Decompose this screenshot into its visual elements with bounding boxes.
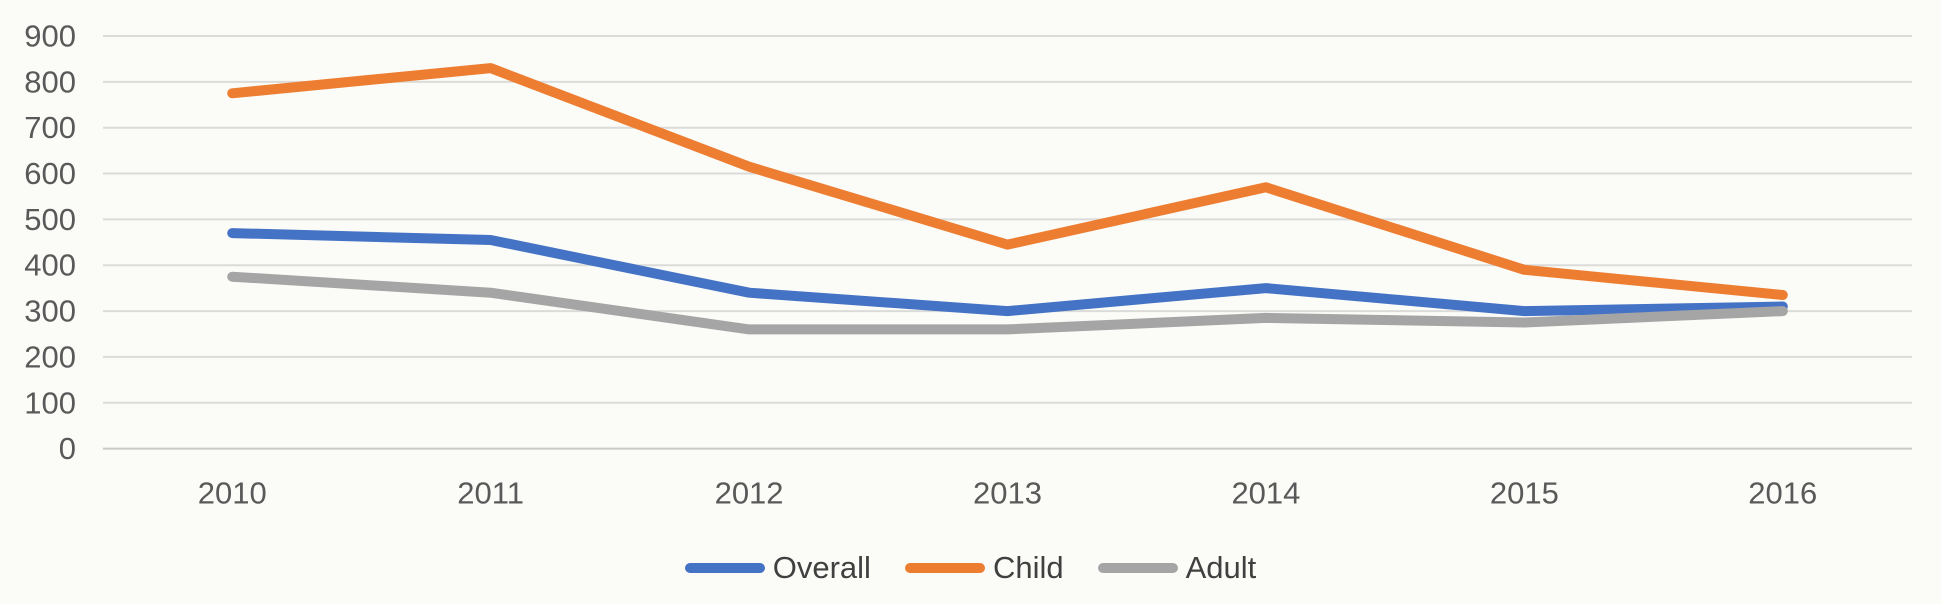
x-axis-tick-label: 2010: [198, 476, 267, 511]
chart-legend: Overall Child Adult: [0, 552, 1941, 583]
legend-label: Adult: [1185, 550, 1257, 585]
legend-marker-adult: [1097, 562, 1178, 573]
series-line-overall: [227, 228, 1788, 317]
legend-item-overall: Overall: [684, 550, 871, 585]
series-line-child: [227, 63, 1788, 300]
y-axis-tick-label: 200: [24, 339, 76, 374]
x-axis-tick-label: 2012: [715, 476, 784, 511]
legend-marker-child: [904, 562, 985, 573]
y-axis-tick-label: 400: [24, 248, 76, 283]
y-axis-tick-label: 500: [24, 202, 76, 237]
y-axis-tick-label: 100: [24, 385, 76, 420]
x-axis-tick-label: 2011: [457, 476, 524, 511]
y-axis-tick-label: 800: [24, 64, 76, 99]
x-axis-tick-label: 2014: [1231, 476, 1300, 511]
y-axis-tick-label: 600: [24, 156, 76, 191]
legend-label: Child: [992, 550, 1064, 585]
y-axis-tick-label: 300: [24, 294, 76, 329]
y-axis-tick-label: 900: [24, 19, 76, 54]
x-axis-tick-label: 2016: [1748, 476, 1817, 511]
x-axis-tick-label: 2015: [1490, 476, 1559, 511]
legend-marker-overall: [684, 562, 765, 573]
legend-item-child: Child: [904, 550, 1064, 585]
series-line-adult: [227, 271, 1788, 335]
x-axis-tick-label: 2013: [973, 476, 1042, 511]
y-axis-tick-label: 0: [59, 431, 76, 466]
y-axis-tick-label: 700: [24, 110, 76, 145]
legend-item-adult: Adult: [1097, 550, 1257, 585]
legend-label: Overall: [772, 550, 871, 585]
